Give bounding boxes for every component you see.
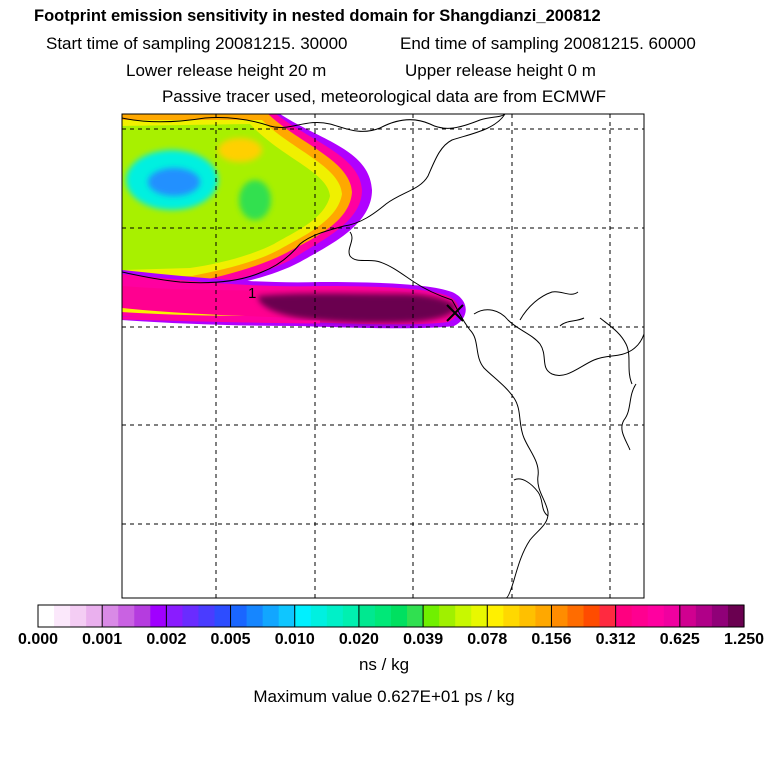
- map-grid: [122, 114, 644, 598]
- colorbar-swatch: [487, 605, 504, 627]
- colorbar-swatch: [70, 605, 87, 627]
- colorbar-swatch: [727, 605, 745, 627]
- colorbar-swatch: [198, 605, 216, 627]
- colorbar-tick-label: 0.020: [339, 631, 379, 648]
- colorbar-swatch: [86, 605, 103, 627]
- colorbar-swatch: [631, 605, 649, 627]
- colorbar-swatch: [358, 605, 376, 627]
- colorbar-swatch: [54, 605, 71, 627]
- tracer-note: Passive tracer used, meteorological data…: [161, 87, 607, 106]
- colorbar-swatch: [230, 605, 248, 627]
- colorbar-swatch: [214, 605, 232, 627]
- colorbar-frame: [37, 604, 745, 628]
- maximum-value-label: Maximum value 0.627E+01 ps / kg: [253, 687, 515, 706]
- colorbar-tick-label: 0.625: [660, 631, 700, 648]
- plume-green-patch: [239, 180, 271, 220]
- emission-field: [122, 114, 466, 329]
- band-dark-core: [258, 293, 456, 323]
- colorbar-swatch: [663, 605, 681, 627]
- band-magenta-edge: [122, 316, 321, 324]
- colorbar-swatch: [182, 605, 200, 627]
- colorbar-swatch: [599, 605, 617, 627]
- colorbar-swatch: [407, 605, 424, 627]
- upper-release-height-label: Upper release height 0 m: [405, 61, 596, 80]
- colorbar-tick-label: 0.005: [211, 631, 251, 648]
- colorbar-tick-label: 1.250: [724, 631, 764, 648]
- colorbar-swatch: [38, 605, 55, 627]
- colorbar-swatch: [503, 605, 520, 627]
- map-frame: [121, 113, 645, 599]
- colorbar-swatch: [310, 605, 328, 627]
- colorbar-swatch: [455, 605, 472, 627]
- colorbar-swatch: [246, 605, 264, 627]
- colorbar-swatch: [535, 605, 553, 627]
- colorbar: 0.000 0.001 0.002 0.005 0.010 0.020 0.039 0.078…: [18, 604, 764, 648]
- colorbar-unit: ns / kg: [358, 655, 410, 674]
- colorbar-swatch: [551, 605, 569, 627]
- colorbar-swatch: [278, 605, 296, 627]
- colorbar-swatch: [711, 605, 729, 627]
- plume-orange-patch: [218, 138, 262, 162]
- colorbar-swatch: [423, 605, 440, 627]
- colorbar-tick-label: 0.156: [531, 631, 571, 648]
- colorbar-tick-label: 0.000: [18, 631, 58, 648]
- colorbar-swatch: [294, 605, 312, 627]
- colorbar-swatch: [583, 605, 601, 627]
- end-time-label: End time of sampling 20081215. 60000: [400, 34, 696, 53]
- colorbar-swatch: [695, 605, 713, 627]
- plume-blue-core: [148, 168, 200, 196]
- colorbar-swatch: [342, 605, 360, 627]
- colorbar-swatch: [647, 605, 665, 627]
- colorbar-swatch: [615, 605, 633, 627]
- colorbar-swatch: [326, 605, 344, 627]
- colorbar-ticks: 0.000 0.001 0.002 0.005 0.010 0.020 0.039 0.078…: [18, 605, 764, 648]
- contour-label: 1: [248, 285, 256, 302]
- colorbar-swatch: [679, 605, 697, 627]
- coastline: [122, 114, 644, 598]
- colorbar-swatch: [519, 605, 537, 627]
- colorbar-swatch: [118, 605, 135, 627]
- colorbar-tick-label: 0.312: [596, 631, 636, 648]
- lower-release-height-label: Lower release height 20 m: [126, 61, 327, 80]
- colorbar-swatch: [471, 605, 488, 627]
- colorbar-swatch: [567, 605, 585, 627]
- colorbar-tick-label: 0.078: [467, 631, 507, 648]
- colorbar-tick-label: 0.010: [275, 631, 315, 648]
- colorbar-swatch: [262, 605, 280, 627]
- colorbar-tick-label: 0.001: [82, 631, 122, 648]
- receptor-x-marker: [446, 304, 464, 322]
- colorbar-tick-label: 0.039: [403, 631, 443, 648]
- colorbar-tick-label: 0.002: [146, 631, 186, 648]
- colorbar-swatch: [391, 605, 408, 627]
- start-time-label: Start time of sampling 20081215. 30000: [46, 34, 348, 53]
- plot-title: Footprint emission sensitivity in nested…: [34, 7, 601, 25]
- colorbar-swatch: [439, 605, 456, 627]
- colorbar-swatch: [102, 605, 119, 627]
- colorbar-boxes: [38, 605, 745, 627]
- colorbar-swatch: [166, 605, 184, 627]
- colorbar-swatch: [150, 605, 167, 627]
- colorbar-swatch: [134, 605, 151, 627]
- colorbar-swatch: [374, 605, 392, 627]
